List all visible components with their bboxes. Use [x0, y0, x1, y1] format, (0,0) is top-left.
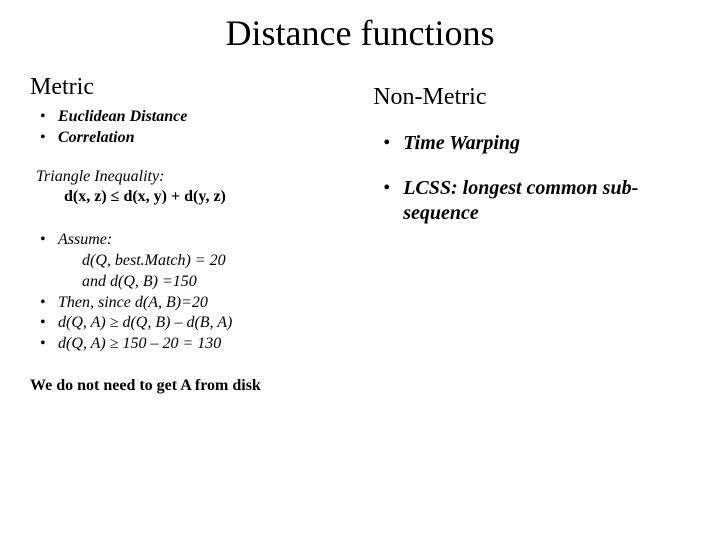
content-columns: Metric Euclidean Distance Correlation Tr…	[0, 54, 720, 355]
right-column: Non-Metric Time Warping LCSS: longest co…	[373, 74, 690, 355]
then-line: Then, since d(A, B)=20	[58, 294, 208, 311]
list-item: Correlation	[36, 128, 373, 149]
assume-line: d(Q, best.Match) = 20	[58, 251, 373, 272]
inequality-title: Triangle Inequality:	[36, 167, 373, 188]
list-item-label: LCSS: longest common sub-sequence	[403, 177, 638, 224]
assume-line: and d(Q, B) =150	[58, 272, 373, 293]
list-item-label: Correlation	[58, 129, 134, 146]
list-item-label: Time Warping	[403, 132, 520, 154]
left-column: Metric Euclidean Distance Correlation Tr…	[30, 74, 373, 355]
list-item: Then, since d(A, B)=20	[36, 293, 373, 314]
list-item: Time Warping	[379, 131, 690, 156]
nonmetric-list-2: LCSS: longest common sub-sequence	[373, 176, 690, 226]
list-item: d(Q, A) ≥ 150 – 20 = 130	[36, 334, 373, 355]
inequality-formula: d(x, z) ≤ d(x, y) + d(y, z)	[36, 187, 373, 208]
step-line: d(Q, A) ≥ d(Q, B) – d(B, A)	[58, 314, 232, 331]
list-item: Assume: d(Q, best.Match) = 20 and d(Q, B…	[36, 230, 373, 292]
list-item-label: Euclidean Distance	[58, 108, 187, 125]
triangle-inequality: Triangle Inequality: d(x, z) ≤ d(x, y) +…	[30, 167, 373, 209]
footer-statement: We do not need to get A from disk	[0, 377, 720, 395]
nonmetric-heading: Non-Metric	[373, 84, 690, 111]
metric-list: Euclidean Distance Correlation	[30, 107, 373, 149]
assume-list: Assume: d(Q, best.Match) = 20 and d(Q, B…	[30, 230, 373, 355]
list-item: d(Q, A) ≥ d(Q, B) – d(B, A)	[36, 313, 373, 334]
list-item: LCSS: longest common sub-sequence	[379, 176, 690, 226]
metric-heading: Metric	[30, 74, 373, 101]
slide-title: Distance functions	[0, 0, 720, 54]
nonmetric-list-1: Time Warping	[373, 131, 690, 156]
list-item: Euclidean Distance	[36, 107, 373, 128]
step-line: d(Q, A) ≥ 150 – 20 = 130	[58, 335, 221, 352]
assume-lead: Assume:	[58, 231, 112, 248]
